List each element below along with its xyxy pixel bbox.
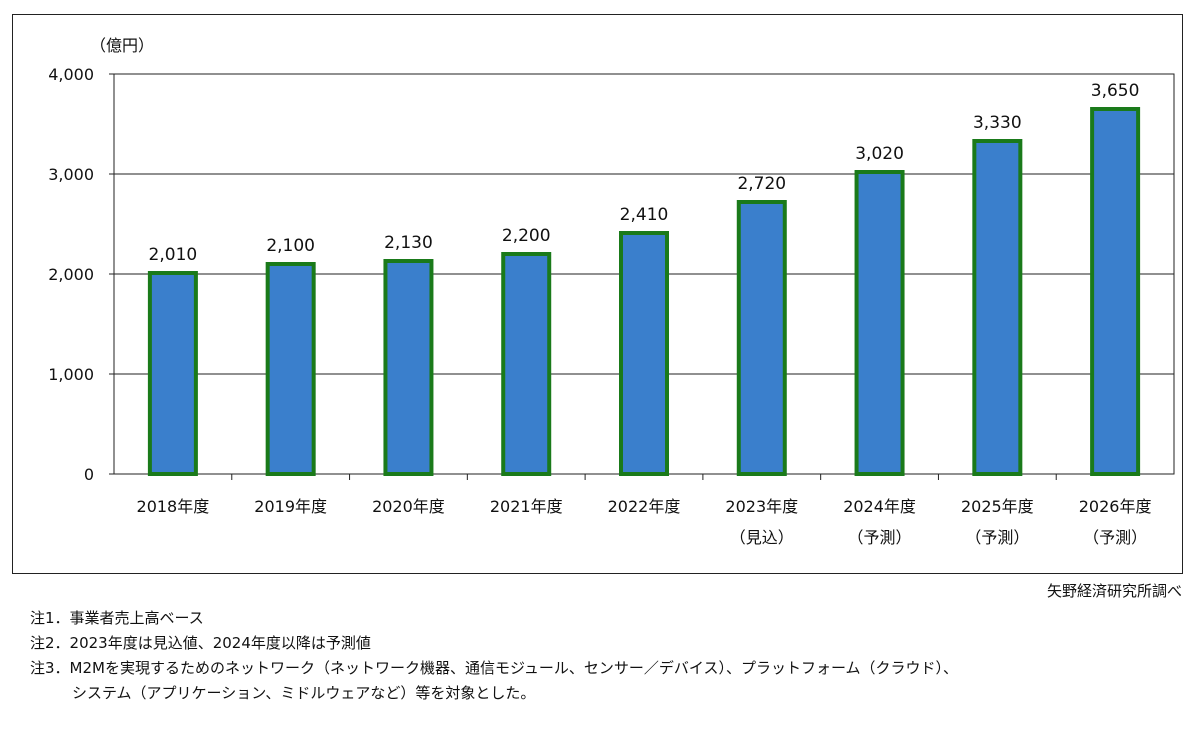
bar <box>854 170 905 476</box>
x-tick-label: 2018年度 <box>137 497 210 516</box>
x-tick-label: （予測） <box>965 528 1029 547</box>
x-tick-label: 2022年度 <box>608 497 681 516</box>
x-tick-label: 2024年度 <box>843 497 916 516</box>
data-label: 2,720 <box>737 174 786 194</box>
data-label: 2,200 <box>502 226 551 246</box>
x-tick-label: 2025年度 <box>961 497 1034 516</box>
data-label: 2,100 <box>266 236 315 256</box>
data-label: 3,330 <box>973 113 1022 133</box>
note-3: 注3．M2Mを実現するためのネットワーク（ネットワーク機器、通信モジュール、セン… <box>30 659 959 677</box>
bar-chart: 0 1,000 2,000 3,000 4,000 （億円） 2,010 2018年度 2,10… <box>48 36 1175 547</box>
data-label: 2,130 <box>384 233 433 253</box>
source-credit: 矢野経済研究所調べ <box>1046 582 1182 600</box>
data-label: 3,650 <box>1091 81 1140 101</box>
y-unit-label: （億円） <box>90 36 154 55</box>
bar <box>147 271 198 476</box>
y-tick-label: 4,000 <box>48 65 94 84</box>
data-label: 2,010 <box>149 245 198 265</box>
y-tick-label: 2,000 <box>48 265 94 284</box>
x-tick-label: 2023年度 <box>725 497 798 516</box>
x-tick-label: 2020年度 <box>372 497 445 516</box>
bar <box>501 252 552 476</box>
note-2: 注2．2023年度は見込値、2024年度以降は予測値 <box>30 634 371 652</box>
bar <box>265 262 316 476</box>
chart-frame: 0 1,000 2,000 3,000 4,000 （億円） 2,010 2018年度 2,10… <box>12 14 1183 574</box>
y-tick-label: 1,000 <box>48 365 94 384</box>
y-tick-label: 0 <box>84 465 94 484</box>
y-tick-label: 3,000 <box>48 165 94 184</box>
bar <box>1090 107 1141 476</box>
x-tick-label: （予測） <box>1083 528 1147 547</box>
x-tick-label: 2019年度 <box>254 497 327 516</box>
x-tick-label: （見込） <box>730 528 794 547</box>
data-label: 2,410 <box>620 205 669 225</box>
bar <box>619 231 669 476</box>
x-tick-label: 2026年度 <box>1079 497 1152 516</box>
bar <box>736 200 787 476</box>
note-3-continued: システム（アプリケーション、ミドルウェアなど）等を対象とした。 <box>72 684 536 702</box>
x-tick-label: （予測） <box>848 528 912 547</box>
bar <box>383 259 434 476</box>
x-tick-label: 2021年度 <box>490 497 563 516</box>
bar <box>972 139 1023 476</box>
notes: 注1．事業者売上高ベース 注2．2023年度は見込値、2024年度以降は予測値 … <box>30 606 958 706</box>
data-label: 3,020 <box>855 144 904 164</box>
note-1: 注1．事業者売上高ベース <box>30 609 204 627</box>
